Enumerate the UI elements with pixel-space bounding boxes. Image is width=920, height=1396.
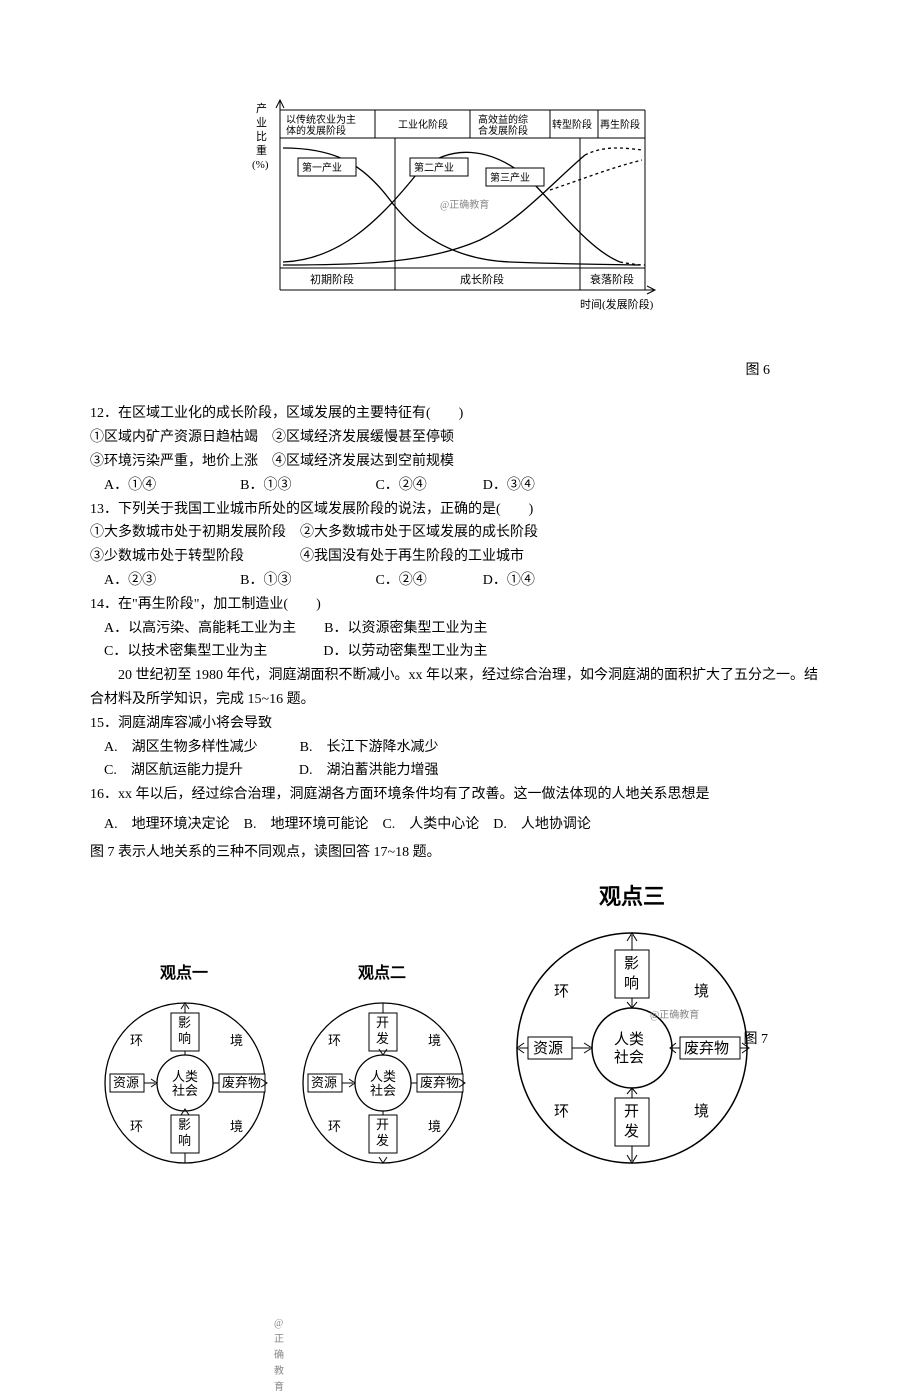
svg-text:影: 影 (624, 955, 639, 972)
watermark-text: @正确教育 (440, 198, 489, 211)
svg-text:境: 境 (428, 1119, 441, 1134)
svg-text:响: 响 (178, 1031, 191, 1046)
bottom-stage-3: 衰落阶段 (590, 272, 634, 286)
viewpoint-3-diagram: 观点三 人类 社会 影 响 (502, 879, 762, 1187)
svg-text:开: 开 (376, 1117, 389, 1132)
series-2-label: 第二产业 (414, 161, 454, 174)
svg-text:境: 境 (230, 1119, 243, 1134)
svg-text:重: 重 (256, 143, 267, 157)
svg-text:社会: 社会 (614, 1049, 644, 1066)
bottom-stage-1: 初期阶段 (310, 272, 354, 286)
q16-stem: 16．xx 年以后，经过综合治理，洞庭湖各方面环境条件均有了改善。这一做法体现的… (90, 783, 830, 807)
svg-text:影: 影 (178, 1015, 191, 1030)
svg-text:废弃物: 废弃物 (222, 1075, 261, 1090)
svg-text:环: 环 (328, 1033, 341, 1048)
svg-text:响: 响 (178, 1133, 191, 1148)
q16-options: A. 地理环境决定论 B. 地理环境可能论 C. 人类中心论 D. 人地协调论 (90, 813, 830, 837)
stage-label-4: 转型阶段 (552, 118, 592, 131)
svg-text:资源: 资源 (113, 1075, 139, 1090)
svg-text:人类: 人类 (370, 1069, 396, 1084)
fig7-watermark-2: @正确教育 (650, 1008, 699, 1021)
svg-text:开: 开 (376, 1015, 389, 1030)
svg-text:发: 发 (624, 1123, 639, 1140)
q15-line-a: A. 湖区生物多样性减少 B. 长江下游降水减少 (90, 736, 830, 760)
figure-6-caption: 图 6 (90, 360, 770, 382)
stage-label-2: 工业化阶段 (398, 118, 448, 131)
viewpoint-3-title: 观点三 (502, 879, 762, 914)
viewpoint-2-title: 观点二 (358, 963, 406, 982)
q13-roman: ①大多数城市处于初期发展阶段 ②大多数城市处于区域发展的成长阶段 ③少数城市处于… (90, 521, 830, 569)
svg-text:环: 环 (130, 1033, 143, 1048)
stage-label-3: 高效益的综 (478, 113, 528, 126)
stage-label-1: 以传统农业为主 (286, 113, 356, 126)
svg-text:合发展阶段: 合发展阶段 (478, 124, 528, 137)
svg-text:环: 环 (130, 1119, 143, 1134)
svg-text:(%): (%) (252, 159, 269, 171)
q15-stem: 15．洞庭湖库容减小将会导致 (90, 712, 830, 736)
svg-text:废弃物: 废弃物 (420, 1075, 459, 1090)
figure-7: 观点一 人类 社会 影 响 (90, 879, 830, 1187)
svg-text:影: 影 (178, 1117, 191, 1132)
series-3-label: 第三产业 (490, 171, 530, 184)
viewpoint-2-diagram: 观点二 人类 社会 开 发 (288, 948, 478, 1186)
svg-text:人类: 人类 (172, 1069, 198, 1084)
svg-text:境: 境 (694, 982, 709, 1000)
svg-text:社会: 社会 (370, 1083, 396, 1098)
svg-text:资源: 资源 (311, 1075, 337, 1090)
svg-text:比: 比 (256, 130, 267, 143)
svg-text:境: 境 (428, 1033, 441, 1048)
q12-roman: ①区域内矿产资源日趋枯竭 ②区域经济发展缓慢甚至停顿 ③环境污染严重，地价上涨 … (90, 426, 830, 474)
industry-stage-chart: 产 业 比 重 (%) (250, 90, 670, 320)
series-1-label: 第一产业 (302, 161, 342, 174)
svg-text:环: 环 (328, 1119, 341, 1134)
viewpoint-1-diagram: 观点一 人类 社会 影 响 (90, 948, 280, 1186)
svg-text:境: 境 (694, 1102, 709, 1120)
q12-stem: 12．在区域工业化的成长阶段，区域发展的主要特征有( ) (90, 402, 830, 426)
svg-text:资源: 资源 (533, 1040, 563, 1057)
svg-text:业: 业 (256, 116, 267, 129)
q14-line-b: C．以技术密集型工业为主 D．以劳动密集型工业为主 (90, 640, 830, 664)
svg-text:社会: 社会 (172, 1083, 198, 1098)
figure-6: 产 业 比 重 (%) (90, 90, 830, 320)
fig7-watermark-1: @正确教育 (274, 1316, 284, 1396)
passage-15-16: 20 世纪初至 1980 年代，洞庭湖面积不断减小。xx 年以来，经过综合治理，… (90, 664, 830, 712)
stage-label-5: 再生阶段 (600, 118, 640, 131)
svg-text:废弃物: 废弃物 (684, 1040, 729, 1057)
q15-line-b: C. 湖区航运能力提升 D. 湖泊蓄洪能力增强 (90, 759, 830, 783)
q12-options: A．①④ B．①③ C．②④ D．③④ (90, 474, 830, 498)
svg-text:开: 开 (624, 1104, 639, 1120)
fig7-intro: 图 7 表示人地关系的三种不同观点，读图回答 17~18 题。 (90, 841, 830, 865)
svg-text:人类: 人类 (614, 1031, 644, 1048)
figure-7-caption: 图 7 (744, 1029, 769, 1051)
q13-options: A．②③ B．①③ C．②④ D．①④ (90, 569, 830, 593)
svg-text:发: 发 (376, 1133, 389, 1148)
q14-line-a: A．以高污染、高能耗工业为主 B．以资源密集型工业为主 (90, 617, 830, 641)
svg-text:环: 环 (554, 984, 569, 1000)
q13-stem: 13．下列关于我国工业城市所处的区域发展阶段的说法，正确的是( ) (90, 498, 830, 522)
svg-text:响: 响 (624, 975, 639, 992)
bottom-stage-2: 成长阶段 (460, 272, 504, 286)
svg-text:境: 境 (230, 1033, 243, 1048)
q14-stem: 14．在"再生阶段"，加工制造业( ) (90, 593, 830, 617)
svg-text:环: 环 (554, 1104, 569, 1120)
y-axis-label: 产 (256, 101, 267, 115)
x-axis-label: 时间(发展阶段) (580, 297, 654, 311)
viewpoint-1-title: 观点一 (160, 963, 208, 982)
svg-text:发: 发 (376, 1031, 389, 1046)
svg-text:体的发展阶段: 体的发展阶段 (286, 124, 346, 137)
